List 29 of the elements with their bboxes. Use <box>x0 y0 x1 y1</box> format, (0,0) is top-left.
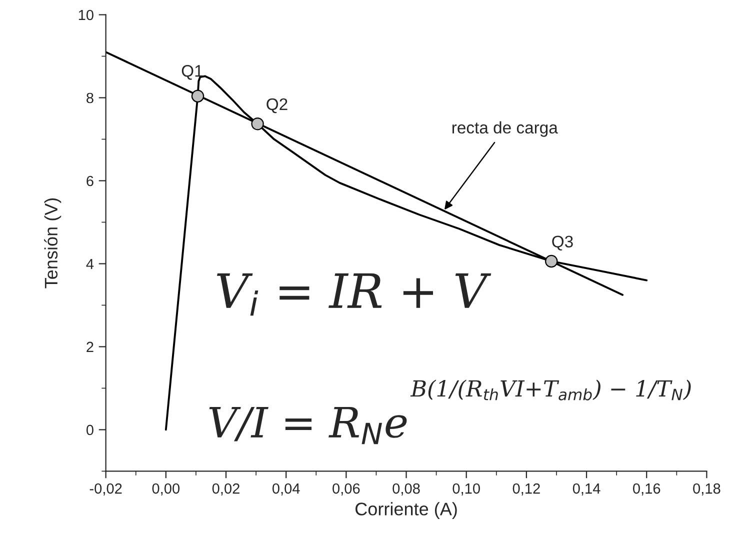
x-tick-label: 0,02 <box>212 483 240 496</box>
y-axis-title: Tensión (V) <box>44 198 62 288</box>
x-tick-label: -0,02 <box>90 483 122 496</box>
y-tick-label: 2 <box>86 342 94 352</box>
point <box>191 90 204 102</box>
x-tick-label: 0,16 <box>632 483 660 496</box>
annotation: V/I = R$_{N}$e <box>209 406 407 444</box>
x-tick-label: 0,04 <box>272 483 300 496</box>
y-tick-label: 0 <box>86 424 94 436</box>
x-tick-label: 0,14 <box>572 483 600 496</box>
x-tick-label: 0,06 <box>332 483 360 496</box>
annotation: B(1/(R$_{th}$VI+T$_{amb}$) − 1/T$_{N}$) <box>410 380 691 400</box>
annotation: V$_{i}$ = IR + V <box>217 273 492 316</box>
y-tick-label: 6 <box>86 176 94 186</box>
x-tick-label: 0,12 <box>512 483 540 496</box>
x-tick-label: 0,10 <box>452 483 480 496</box>
y-tick-label: 4 <box>86 258 94 269</box>
annotation: Q2 <box>266 98 288 114</box>
x-tick-label: 0,00 <box>152 483 180 496</box>
x-tick-label: 0,08 <box>392 483 420 496</box>
x-axis-title: Corriente (A) <box>356 502 457 519</box>
annotation: recta de carga <box>452 121 558 137</box>
y-tick-label: 10 <box>78 10 94 20</box>
point <box>251 118 264 130</box>
annotation: Q3 <box>552 236 573 250</box>
point <box>545 254 558 268</box>
annotation: Q1 <box>182 64 203 80</box>
y-tick-label: 8 <box>86 92 94 104</box>
x-tick-label: 0,18 <box>693 483 720 496</box>
